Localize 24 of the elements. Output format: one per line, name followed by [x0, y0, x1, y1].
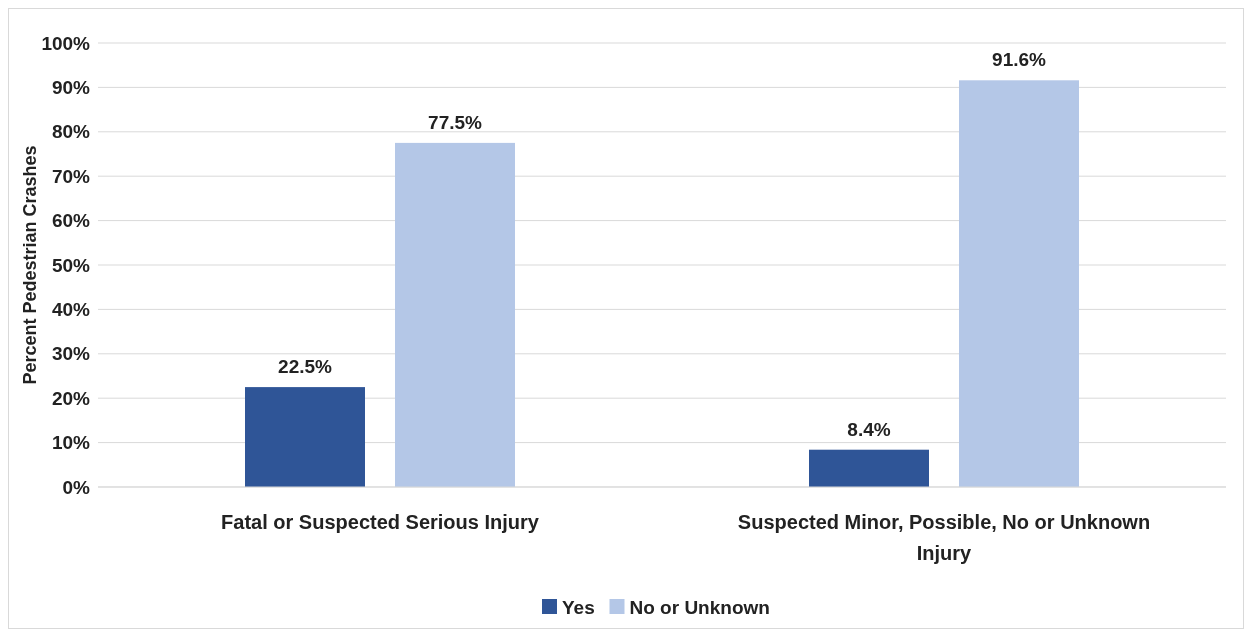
y-tick-label: 20%	[51, 387, 91, 409]
y-tick-label: 70%	[51, 165, 91, 187]
bar	[809, 449, 929, 487]
y-tick-label: 50%	[51, 254, 91, 276]
y-tick-label: 0%	[62, 476, 91, 498]
data-label: 22.5%	[278, 356, 333, 378]
bar	[395, 142, 515, 487]
data-label: 77.5%	[428, 111, 483, 133]
bar	[959, 80, 1079, 487]
y-tick-label: 80%	[51, 121, 91, 143]
legend-label: Yes	[562, 596, 595, 618]
y-tick-label: 90%	[51, 77, 91, 99]
y-tick-label: 10%	[51, 432, 91, 454]
x-tick-label: Suspected Minor, Possible, No or Unknown Injury	[737, 511, 1151, 564]
y-axis-title: Percent Pedestrian Crashes	[20, 145, 40, 385]
data-label: 91.6%	[992, 49, 1047, 71]
data-label: 8.4%	[847, 418, 891, 440]
bar	[245, 387, 365, 487]
y-tick-label: 40%	[51, 299, 91, 321]
x-tick-label: Fatal or Suspected Serious Injury	[221, 511, 540, 533]
legend-label: No or Unknown	[629, 596, 770, 618]
y-tick-label: 60%	[51, 210, 91, 232]
y-tick-label: 30%	[51, 343, 91, 365]
y-tick-label: 100%	[41, 32, 91, 54]
